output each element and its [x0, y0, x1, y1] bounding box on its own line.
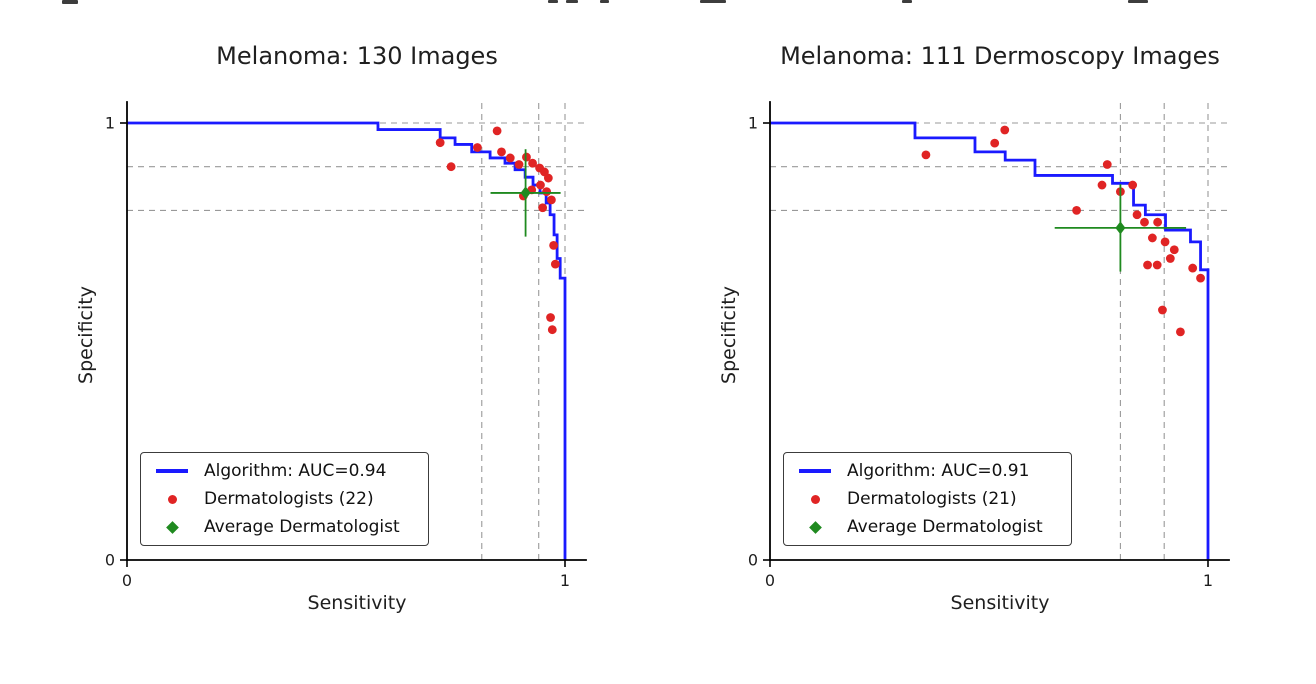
dermatologist-point — [1143, 260, 1152, 270]
y-axis-label: Specificity — [75, 286, 97, 384]
dermatologist-dot-swatch — [810, 494, 820, 504]
y-tick-label: 1 — [748, 114, 758, 133]
dermatologist-point — [1176, 327, 1185, 337]
average-diamond-swatch — [165, 520, 179, 534]
cropped-text-fragment — [62, 0, 78, 4]
dermatologist-point — [514, 160, 524, 169]
dermatologist-point — [1102, 160, 1112, 169]
algorithm-line-swatch — [799, 469, 831, 473]
dermatologist-point — [921, 150, 931, 160]
dermatologist-point — [1158, 305, 1167, 315]
legend-item-average-dermatologist: Average Dermatologist — [797, 517, 1071, 537]
dermatologist-point — [435, 138, 445, 148]
legend-item-dermatologists: Dermatologists (22) — [154, 489, 428, 509]
legend-label: Algorithm: AUC=0.94 — [204, 461, 387, 481]
dermatologist-point — [497, 147, 506, 157]
legend-label: Average Dermatologist — [847, 517, 1043, 537]
average-dermatologist-diamond — [520, 186, 531, 200]
cropped-text-fragment — [700, 0, 726, 3]
dermatologist-point — [550, 259, 560, 269]
legend-marker-cell — [797, 494, 833, 504]
y-tick-label: 0 — [748, 551, 758, 570]
dermatologist-point — [542, 187, 552, 197]
dermatologist-point — [1169, 245, 1179, 255]
legend-item-algorithm: Algorithm: AUC=0.91 — [797, 461, 1071, 481]
legend-label: Algorithm: AUC=0.91 — [847, 461, 1030, 481]
cropped-text-fragment — [600, 0, 609, 3]
legend-marker-cell — [797, 469, 833, 473]
dermatologist-point — [1097, 180, 1107, 190]
plot-title: Melanoma: 111 Dermoscopy Images — [780, 42, 1220, 70]
x-tick-label: 1 — [1203, 571, 1213, 590]
dermatologist-point — [1128, 180, 1138, 190]
dermatologist-point — [473, 143, 482, 152]
dermatologist-point — [528, 158, 537, 168]
dermatologist-point — [1188, 263, 1198, 273]
y-tick-label: 0 — [105, 551, 115, 570]
cropped-text-fragment — [1128, 0, 1148, 3]
dermatologist-point — [1000, 125, 1010, 135]
x-axis-label: Sensitivity — [950, 592, 1050, 614]
dermatologist-point — [1152, 260, 1162, 270]
dermatologist-point — [549, 240, 559, 250]
legend-item-dermatologists: Dermatologists (21) — [797, 489, 1071, 509]
x-tick-label: 0 — [765, 571, 775, 590]
legend-label: Average Dermatologist — [204, 517, 400, 537]
plot-title: Melanoma: 130 Images — [216, 42, 498, 70]
dermatologist-point — [1165, 254, 1175, 263]
legend-item-algorithm: Algorithm: AUC=0.94 — [154, 461, 428, 481]
dermatologist-point — [536, 180, 545, 190]
dermatologist-point — [446, 162, 456, 172]
x-tick-label: 0 — [122, 571, 132, 590]
roc-plot-canvas: 0 1 0 1 — [105, 101, 587, 590]
cropped-text-fragment — [902, 0, 912, 3]
dermatologist-point — [505, 153, 515, 163]
y-tick-label: 1 — [105, 114, 115, 133]
legend-marker-cell — [154, 469, 190, 473]
dermatologist-point — [1072, 206, 1081, 215]
cropped-text-fragment — [548, 0, 558, 3]
legend: Algorithm: AUC=0.91 Dermatologists (21) … — [783, 452, 1072, 546]
legend: Algorithm: AUC=0.94 Dermatologists (22) … — [140, 452, 429, 546]
dermatologist-point — [547, 195, 556, 205]
algorithm-line-swatch — [156, 469, 188, 473]
average-dermatologist-diamond — [1115, 221, 1126, 235]
dermatologist-point — [492, 126, 502, 136]
dermatologist-point — [990, 138, 1000, 148]
legend-marker-cell — [797, 520, 833, 534]
roc-plot-canvas: 0 1 0 1 — [748, 101, 1230, 590]
dermatologist-point — [543, 173, 553, 183]
dermatologist-point — [546, 313, 555, 322]
cropped-text-fragment — [566, 0, 578, 3]
dermatologist-point — [1196, 273, 1205, 283]
dermatologist-point — [538, 203, 548, 213]
average-diamond-swatch — [808, 520, 822, 534]
dermatologist-dot-swatch — [167, 494, 177, 504]
legend-label: Dermatologists (22) — [204, 489, 374, 509]
dermatologist-point — [1153, 217, 1163, 227]
dermatologist-point — [1140, 217, 1149, 227]
x-tick-label: 1 — [560, 571, 570, 590]
y-axis-label: Specificity — [718, 286, 740, 384]
left-roc-plot: Melanoma: 130 Images 0 1 0 1 Sensitivity Sp… — [75, 42, 587, 614]
legend-label: Dermatologists (21) — [847, 489, 1017, 509]
legend-marker-cell — [154, 494, 190, 504]
dermatologist-point — [547, 325, 557, 335]
dermatologist-point — [1147, 233, 1157, 243]
dermatologist-point — [1132, 210, 1142, 220]
right-roc-plot: Melanoma: 111 Dermoscopy Images 0 1 0 1 Sen… — [643, 0, 1301, 684]
legend-item-average-dermatologist: Average Dermatologist — [154, 517, 428, 537]
dermatologist-point — [1160, 237, 1170, 247]
legend-marker-cell — [154, 520, 190, 534]
x-axis-label: Sensitivity — [307, 592, 407, 614]
